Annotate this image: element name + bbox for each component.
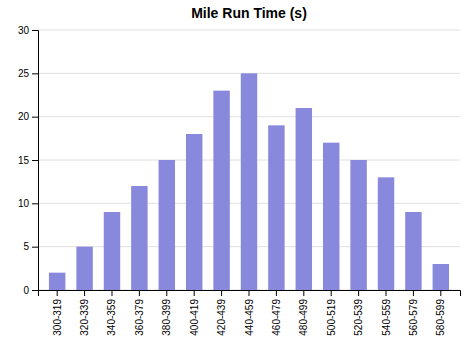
x-tick: 420-439 [216,290,227,336]
x-tick-mark [386,290,387,296]
x-tick-label: 300-319 [52,299,63,336]
bar [213,91,229,290]
x-tick-mark [358,290,359,296]
x-tick: 360-379 [134,290,145,336]
x-tick-label: 360-379 [134,299,145,336]
x-tick-mark [303,290,304,296]
y-tick-mark [32,160,38,161]
bar [76,247,92,290]
x-tick: 560-579 [408,290,419,336]
x-tick-mark [166,290,167,296]
x-tick: 460-479 [271,290,282,336]
bar [131,186,147,290]
y-tick-label: 15 [18,155,30,166]
bar [378,177,394,290]
x-tick-label: 480-499 [298,299,309,336]
y-tick-label: 10 [18,198,30,209]
x-tick-mark [221,290,222,296]
x-tick: 480-499 [298,290,309,336]
bar [268,125,284,290]
x-tick-mark [57,290,58,296]
x-tick-mark [84,290,85,296]
y-tick-label: 5 [23,241,29,252]
y-axis: 0 5 10 15 20 25 30 [18,25,39,296]
x-tick-label: 520-539 [353,299,364,336]
x-tick-label: 380-399 [161,299,172,336]
grid [38,30,460,290]
plot-area: 300-319 320-339 340-359 360-379 380-399 400-4… [18,25,461,336]
x-tick-label: 500-519 [326,299,337,336]
x-tick-mark [413,290,414,296]
y-tick: 30 [18,25,38,36]
y-tick-label: 25 [18,68,30,79]
x-axis-line [39,291,461,297]
y-tick: 10 [18,198,38,209]
bar [104,212,120,290]
x-tick-label: 320-339 [79,299,90,336]
x-tick-mark [139,290,140,296]
x-axis: 300-319 320-339 340-359 360-379 380-399 400-4… [39,290,461,336]
x-tick-label: 560-579 [408,299,419,336]
x-tick: 540-559 [381,290,392,336]
x-tick-label: 340-359 [106,299,117,336]
bar [350,160,366,290]
grid-line [38,30,460,31]
x-tick-label: 540-559 [381,299,392,336]
bar [186,134,202,290]
y-tick-mark [32,30,38,31]
y-tick: 20 [18,111,38,122]
x-tick: 320-339 [79,290,90,336]
bar [323,143,339,290]
y-tick-mark [32,290,38,291]
x-tick: 400-419 [189,290,200,336]
x-tick-label: 460-479 [271,299,282,336]
y-tick: 15 [18,155,38,166]
bar [296,108,312,290]
y-tick: 0 [23,285,38,296]
bar [241,73,257,290]
x-tick-label: 440-459 [244,299,255,336]
bars [49,73,449,290]
y-tick: 5 [23,241,38,252]
chart-container: 300-319 320-339 340-359 360-379 380-399 400-4… [0,0,474,354]
x-tick-mark [249,290,250,296]
y-tick-mark [32,203,38,204]
x-tick-mark [111,290,112,296]
bar [433,264,449,290]
x-tick: 380-399 [161,290,172,336]
x-tick-label: 420-439 [216,299,227,336]
y-tick-label: 20 [18,111,30,122]
y-axis-line [32,31,39,291]
x-tick: 520-539 [353,290,364,336]
y-tick: 25 [18,68,38,79]
y-tick-label: 0 [23,285,29,296]
x-tick-mark [276,290,277,296]
bar [49,273,65,290]
title: Mile Run Time (s) [191,5,307,21]
y-tick-label: 30 [18,25,30,36]
y-tick-mark [32,73,38,74]
x-tick: 500-519 [326,290,337,336]
bar [159,160,175,290]
chart-svg: 300-319 320-339 340-359 360-379 380-399 400-4… [0,0,474,354]
x-tick: 440-459 [244,290,255,336]
y-tick-mark [32,247,38,248]
x-tick: 300-319 [52,290,63,336]
bar [405,212,421,290]
x-tick-mark [194,290,195,296]
x-tick-label: 580-599 [435,299,446,336]
x-tick: 580-599 [435,290,446,336]
x-tick-mark [440,290,441,296]
x-tick-label: 400-419 [189,299,200,336]
x-tick: 340-359 [106,290,117,336]
y-tick-mark [32,117,38,118]
x-tick-mark [331,290,332,296]
